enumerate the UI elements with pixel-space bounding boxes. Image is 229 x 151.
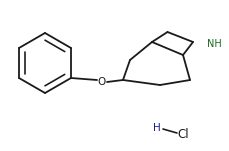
Text: O: O <box>98 77 106 87</box>
Text: NH: NH <box>207 39 222 49</box>
Text: Cl: Cl <box>177 129 189 141</box>
Text: H: H <box>153 123 161 133</box>
